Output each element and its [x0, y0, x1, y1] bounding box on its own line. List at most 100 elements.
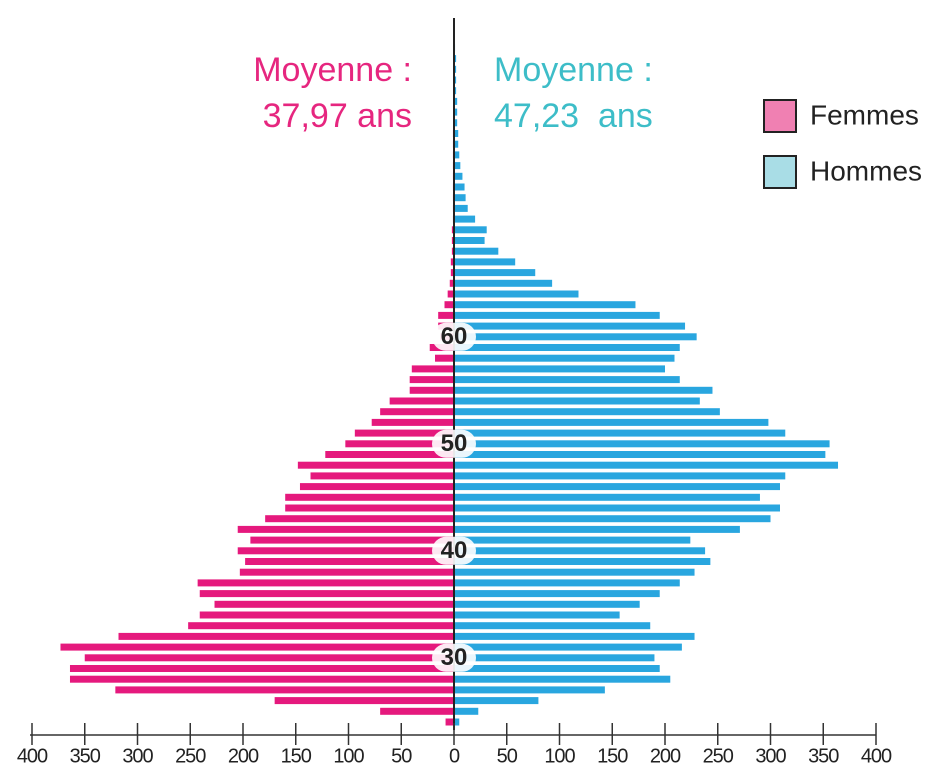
- x-tick-label: 100: [333, 745, 364, 767]
- bar: [410, 387, 454, 394]
- bar: [454, 483, 780, 490]
- bar: [438, 312, 454, 319]
- bar: [454, 654, 654, 661]
- x-tick-label: 200: [650, 745, 681, 767]
- bar: [60, 644, 454, 651]
- bar: [285, 494, 454, 501]
- mean-annotation: Moyenne :: [494, 51, 653, 89]
- bar: [390, 398, 454, 405]
- bar: [70, 676, 454, 683]
- bar: [200, 590, 454, 597]
- bar: [245, 558, 454, 565]
- bar: [435, 355, 454, 362]
- x-tick-label: 400: [861, 745, 892, 767]
- bar: [454, 408, 720, 415]
- bar: [188, 622, 454, 629]
- legend-swatch: [764, 156, 796, 188]
- bar: [250, 537, 454, 544]
- bar: [454, 194, 466, 201]
- bar: [454, 579, 680, 586]
- x-tick-label: 300: [755, 745, 786, 767]
- bar: [454, 323, 685, 330]
- bar: [119, 633, 454, 640]
- bar: [454, 612, 620, 619]
- bar: [454, 547, 705, 554]
- bar: [454, 333, 697, 340]
- bar: [454, 515, 771, 522]
- bar: [454, 462, 838, 469]
- bar: [446, 719, 454, 726]
- bar: [454, 665, 660, 672]
- bar: [454, 697, 538, 704]
- bar: [454, 398, 700, 405]
- bar: [238, 526, 454, 533]
- bar: [454, 569, 695, 576]
- bar: [198, 579, 454, 586]
- bar: [410, 376, 454, 383]
- age-label: 60: [441, 323, 468, 350]
- bar: [298, 462, 454, 469]
- bar: [215, 601, 454, 608]
- bar: [454, 537, 690, 544]
- bar: [454, 312, 660, 319]
- x-tick-label: 100: [544, 745, 575, 767]
- bar: [200, 612, 454, 619]
- age-label: 50: [441, 430, 468, 457]
- x-tick-label: 350: [808, 745, 839, 767]
- bar: [454, 226, 487, 233]
- bar: [454, 622, 650, 629]
- bar: [454, 451, 825, 458]
- bar: [454, 280, 552, 287]
- bar: [85, 654, 454, 661]
- x-tick-label: 200: [228, 745, 259, 767]
- bar: [454, 173, 462, 180]
- x-tick-label: 150: [281, 745, 312, 767]
- bar: [454, 355, 674, 362]
- bar: [372, 419, 454, 426]
- bar: [454, 526, 740, 533]
- bar: [311, 472, 454, 479]
- bar: [454, 633, 695, 640]
- x-tick-label: 150: [597, 745, 628, 767]
- age-label: 30: [441, 644, 468, 671]
- bar: [454, 184, 465, 191]
- bar: [454, 472, 785, 479]
- bar: [275, 697, 454, 704]
- bar: [380, 408, 454, 415]
- x-tick-label: 50: [497, 745, 518, 767]
- bar: [454, 430, 785, 437]
- bar: [265, 515, 454, 522]
- bar: [454, 387, 712, 394]
- legend-swatch: [764, 100, 796, 132]
- bar: [412, 365, 454, 372]
- bar: [454, 248, 498, 255]
- bar: [454, 376, 680, 383]
- bar: [454, 291, 578, 298]
- legend-label: Hommes: [810, 155, 922, 186]
- chart: 3040506005050100100150150200200250250300…: [0, 0, 946, 771]
- bar: [454, 601, 640, 608]
- x-tick-label: 250: [703, 745, 734, 767]
- x-tick-label: 50: [391, 745, 412, 767]
- bar: [115, 686, 454, 693]
- bar: [454, 708, 478, 715]
- bar: [454, 237, 485, 244]
- bar: [454, 419, 768, 426]
- age-label: 40: [441, 537, 468, 564]
- mean-annotation: 37,97 ans: [263, 97, 412, 135]
- bar: [454, 258, 515, 265]
- bar: [240, 569, 454, 576]
- bar: [454, 344, 680, 351]
- x-tick-label: 350: [70, 745, 101, 767]
- bar: [454, 558, 710, 565]
- bar: [445, 301, 454, 308]
- x-tick-label: 400: [17, 745, 48, 767]
- bar: [454, 216, 475, 223]
- mean-annotation: Moyenne :: [253, 51, 412, 89]
- mean-annotation: 47,23 ans: [494, 97, 653, 135]
- x-tick-label: 0: [449, 745, 460, 767]
- bar: [454, 205, 468, 212]
- bar: [454, 686, 605, 693]
- bar: [454, 676, 670, 683]
- x-tick-label: 300: [122, 745, 153, 767]
